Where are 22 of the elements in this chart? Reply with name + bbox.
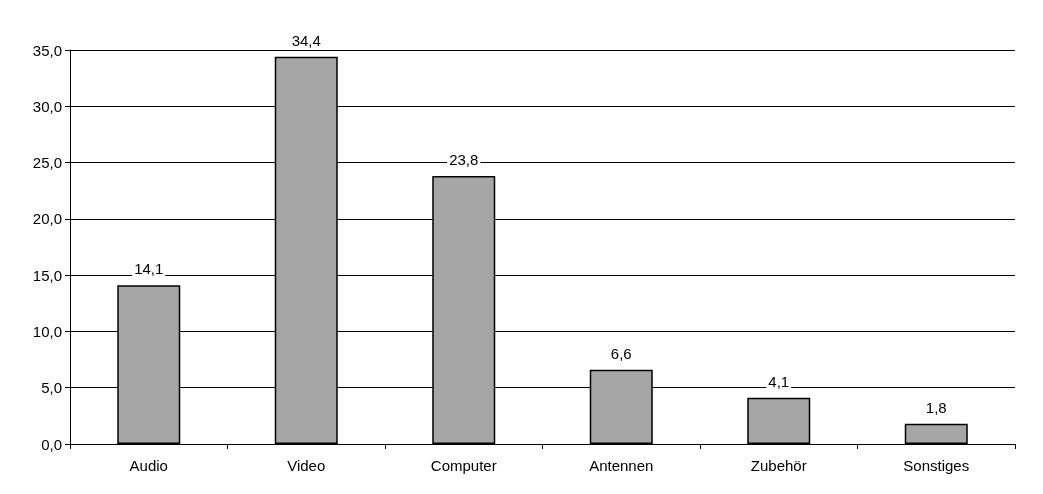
y-tick-label: 15,0	[32, 266, 62, 284]
data-label: 34,4	[291, 31, 321, 49]
y-tick-label: 35,0	[32, 41, 62, 59]
data-label: 4,1	[768, 372, 790, 390]
y-tick-label: 0,0	[41, 435, 62, 453]
data-label: 6,6	[610, 344, 632, 362]
y-tick-label: 5,0	[41, 379, 62, 397]
x-tick-label: Antennen	[589, 457, 654, 474]
x-tick-label: Zubehör	[750, 457, 807, 474]
x-tick-label: Sonstiges	[903, 457, 970, 474]
y-tick-label: 10,0	[32, 322, 62, 340]
data-label: 14,1	[134, 260, 164, 278]
bar	[747, 397, 811, 444]
data-label: 1,8	[925, 398, 947, 416]
data-label: 23,8	[449, 151, 479, 169]
y-tick-label: 25,0	[32, 154, 62, 172]
x-tick-label: Computer	[430, 457, 497, 474]
y-tick-label: 30,0	[32, 97, 62, 115]
x-tick-label: Video	[287, 457, 326, 474]
bar	[904, 423, 968, 444]
y-tick-label: 20,0	[32, 210, 62, 228]
x-tick-label: Audio	[129, 457, 168, 474]
